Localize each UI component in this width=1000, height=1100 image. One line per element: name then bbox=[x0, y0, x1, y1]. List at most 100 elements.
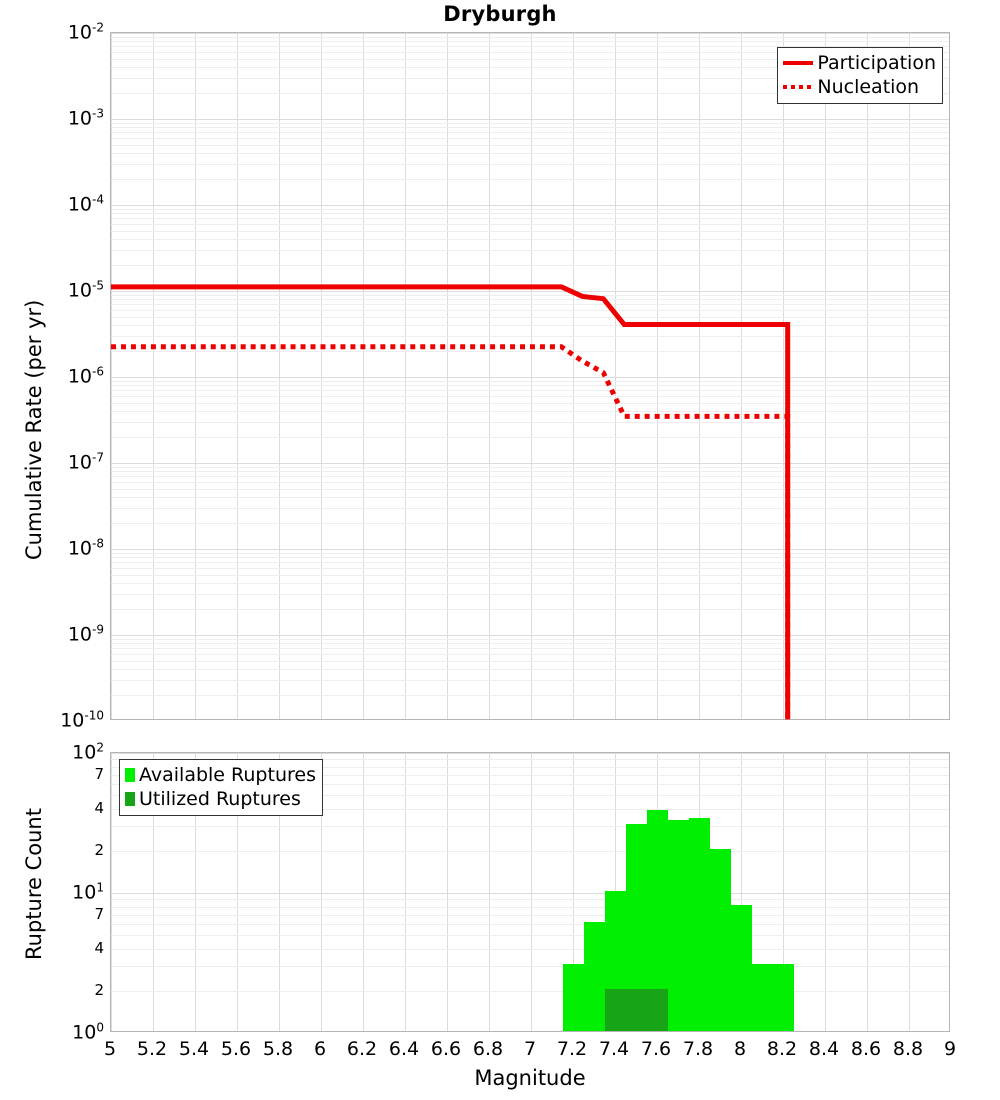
gridline-vertical bbox=[531, 33, 532, 719]
gridline-horizontal bbox=[111, 299, 949, 301]
gridline-horizontal bbox=[111, 218, 949, 220]
gridline-vertical bbox=[195, 33, 196, 719]
gridline-vertical bbox=[783, 33, 784, 719]
gridline-horizontal bbox=[111, 390, 949, 392]
bar-available bbox=[772, 964, 794, 1031]
gridline-vertical bbox=[363, 753, 364, 1031]
y-tick-label: 7 bbox=[94, 764, 104, 783]
gridline-horizontal bbox=[111, 638, 949, 640]
line-solid-icon bbox=[783, 61, 814, 65]
gridline-horizontal bbox=[111, 549, 949, 550]
y-tick-label: 10-7 bbox=[67, 450, 104, 474]
gridline-horizontal bbox=[111, 899, 949, 901]
gridline-horizontal bbox=[111, 552, 949, 554]
gridline-vertical bbox=[489, 753, 490, 1031]
x-tick-label: 8.6 bbox=[850, 1038, 882, 1060]
gridline-horizontal bbox=[111, 759, 949, 761]
gridline-horizontal bbox=[111, 421, 949, 423]
y-tick-label: 10-9 bbox=[67, 622, 104, 646]
gridline-horizontal bbox=[111, 583, 949, 585]
gridline-horizontal bbox=[111, 77, 949, 79]
square-swatch-icon bbox=[125, 792, 135, 806]
gridline-horizontal bbox=[111, 679, 949, 681]
x-tick-label: 5.6 bbox=[220, 1038, 252, 1060]
y-tick-label: 100 bbox=[72, 1020, 104, 1044]
gridline-horizontal bbox=[111, 411, 949, 413]
page-title: Dryburgh bbox=[443, 2, 557, 26]
legend-item: Available Ruptures bbox=[125, 763, 316, 787]
gridline-horizontal bbox=[111, 808, 949, 810]
gridline-horizontal bbox=[111, 144, 949, 146]
gridline-horizontal bbox=[111, 635, 949, 636]
histogram-bar bbox=[730, 753, 752, 1031]
rupture-count-plot: Available Ruptures Utilized Ruptures bbox=[110, 752, 950, 1032]
gridline-vertical bbox=[111, 33, 112, 719]
gridline-vertical bbox=[447, 753, 448, 1031]
gridline-horizontal bbox=[111, 46, 949, 48]
gridline-horizontal bbox=[111, 377, 949, 378]
gridline-horizontal bbox=[111, 695, 949, 697]
gridline-vertical bbox=[237, 753, 238, 1031]
gridline-horizontal bbox=[111, 948, 949, 950]
y-tick-label: 10-5 bbox=[67, 278, 104, 302]
gridline-horizontal bbox=[111, 33, 949, 34]
gridline-horizontal bbox=[111, 914, 949, 916]
x-tick-label: 6.8 bbox=[472, 1038, 504, 1060]
gridline-horizontal bbox=[111, 753, 949, 754]
gridline-horizontal bbox=[111, 122, 949, 124]
histogram-bar bbox=[562, 753, 584, 1031]
bar-available bbox=[667, 820, 689, 1031]
histogram-bar bbox=[709, 753, 731, 1031]
y-tick-label: 2 bbox=[94, 840, 104, 859]
gridline-horizontal bbox=[111, 463, 949, 464]
gridline-horizontal bbox=[111, 648, 949, 650]
gridline-vertical bbox=[405, 33, 406, 719]
gridline-horizontal bbox=[111, 325, 949, 327]
gridline-vertical bbox=[741, 33, 742, 719]
cumulative-rate-plot: Participation Nucleation bbox=[110, 32, 950, 720]
gridline-horizontal bbox=[111, 351, 949, 353]
gridline-horizontal bbox=[111, 562, 949, 564]
gridline-vertical bbox=[363, 33, 364, 719]
gridline-horizontal bbox=[111, 476, 949, 478]
bar-available bbox=[709, 848, 731, 1031]
gridline-horizontal bbox=[111, 52, 949, 54]
gridline-vertical bbox=[321, 753, 322, 1031]
histogram-bar bbox=[772, 753, 794, 1031]
gridline-horizontal bbox=[111, 138, 949, 140]
gridline-horizontal bbox=[111, 523, 949, 525]
gridline-horizontal bbox=[111, 265, 949, 267]
gridline-horizontal bbox=[111, 239, 949, 241]
y-tick-label: 10-4 bbox=[67, 192, 104, 216]
x-tick-label: 9 bbox=[943, 1038, 957, 1060]
gridline-horizontal bbox=[111, 249, 949, 251]
gridline-horizontal bbox=[111, 224, 949, 226]
gridline-horizontal bbox=[111, 316, 949, 318]
gridline-horizontal bbox=[111, 205, 949, 206]
x-tick-label: 7.2 bbox=[556, 1038, 588, 1060]
gridline-horizontal bbox=[111, 127, 949, 129]
gridline-horizontal bbox=[111, 609, 949, 611]
gridline-horizontal bbox=[111, 119, 949, 120]
gridline-vertical bbox=[573, 753, 574, 1031]
gridline-horizontal bbox=[111, 291, 949, 292]
gridline-vertical bbox=[279, 33, 280, 719]
gridline-horizontal bbox=[111, 304, 949, 306]
x-tick-label: 5.8 bbox=[262, 1038, 294, 1060]
x-tick-label: 6.2 bbox=[346, 1038, 378, 1060]
x-tick-label: 6 bbox=[313, 1038, 327, 1060]
gridline-horizontal bbox=[111, 179, 949, 181]
legend-item: Participation bbox=[783, 51, 936, 75]
gridline-horizontal bbox=[111, 924, 949, 926]
gridline-horizontal bbox=[111, 774, 949, 776]
gridline-horizontal bbox=[111, 67, 949, 69]
gridline-horizontal bbox=[111, 437, 949, 439]
bar-available bbox=[583, 922, 605, 1031]
histogram-bar bbox=[667, 753, 689, 1031]
y-tick-label: 10-6 bbox=[67, 364, 104, 388]
gridline-vertical bbox=[867, 33, 868, 719]
x-tick-label: 6.4 bbox=[388, 1038, 420, 1060]
y-tick-label: 2 bbox=[94, 980, 104, 999]
x-tick-label: 7.8 bbox=[682, 1038, 714, 1060]
